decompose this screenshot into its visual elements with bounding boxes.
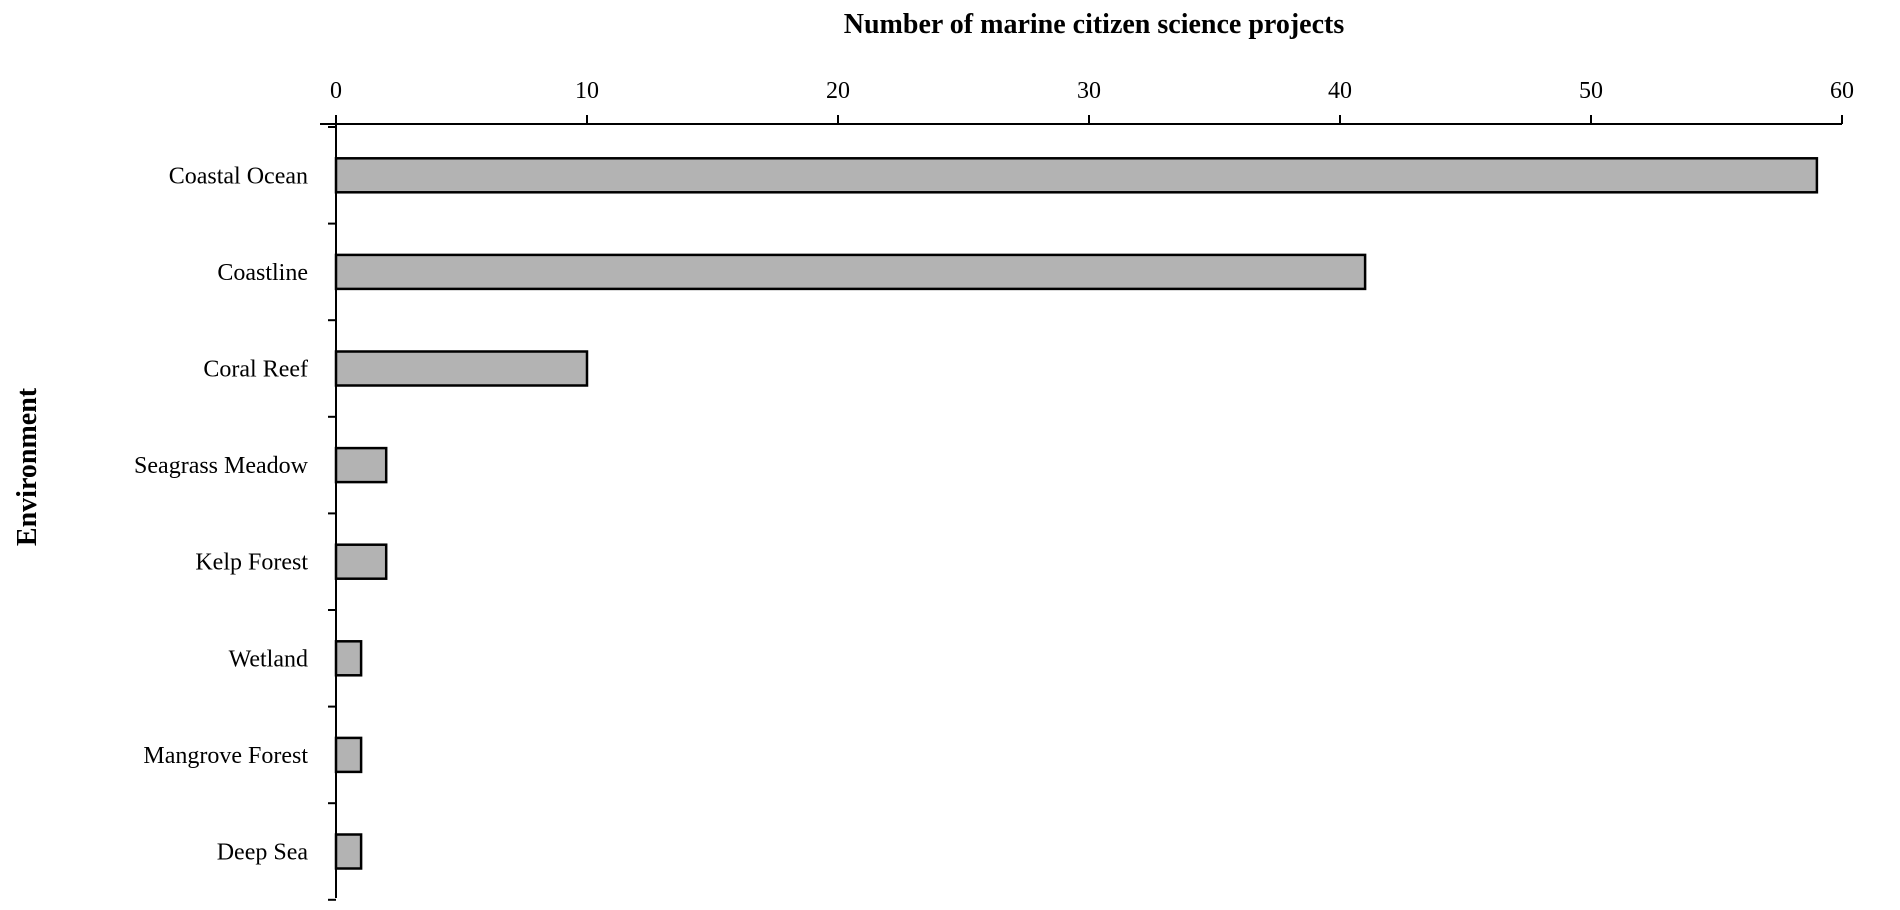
x-tick-label: 60 [1830,78,1854,104]
y-tick-label: Kelp Forest [195,550,308,576]
y-tick-label: Wetland [229,646,308,672]
x-tick-label: 20 [826,78,850,104]
bar [334,157,1819,194]
x-tick-label: 40 [1328,78,1352,104]
bar [334,736,363,774]
y-tick-label: Seagrass Meadow [134,453,309,479]
bar [334,253,1367,291]
y-tick-label: Coral Reef [203,357,308,383]
y-tick-label: Coastal Ocean [169,163,308,189]
bar [334,543,388,580]
y-axis-title: Environment [12,387,43,546]
y-tick-label: Deep Sea [217,840,309,866]
bar [334,446,388,484]
x-axis-title: Number of marine citizen science project… [844,9,1345,40]
bar [334,350,589,387]
y-axis: Coastal Ocean Coastline Coral Reef Seagrass… [134,124,337,901]
x-axis: 0 10 20 30 40 50 60 [320,78,1854,125]
bar-series [334,157,1819,870]
x-tick-label: 30 [1077,78,1101,104]
y-tick-label: Mangrove Forest [143,743,308,769]
bar [334,833,363,870]
x-tick-label: 50 [1579,78,1603,104]
y-tick-label: Coastline [217,260,308,286]
x-tick-label: 0 [330,78,342,104]
bar [334,640,363,677]
x-tick-label: 10 [575,78,599,104]
